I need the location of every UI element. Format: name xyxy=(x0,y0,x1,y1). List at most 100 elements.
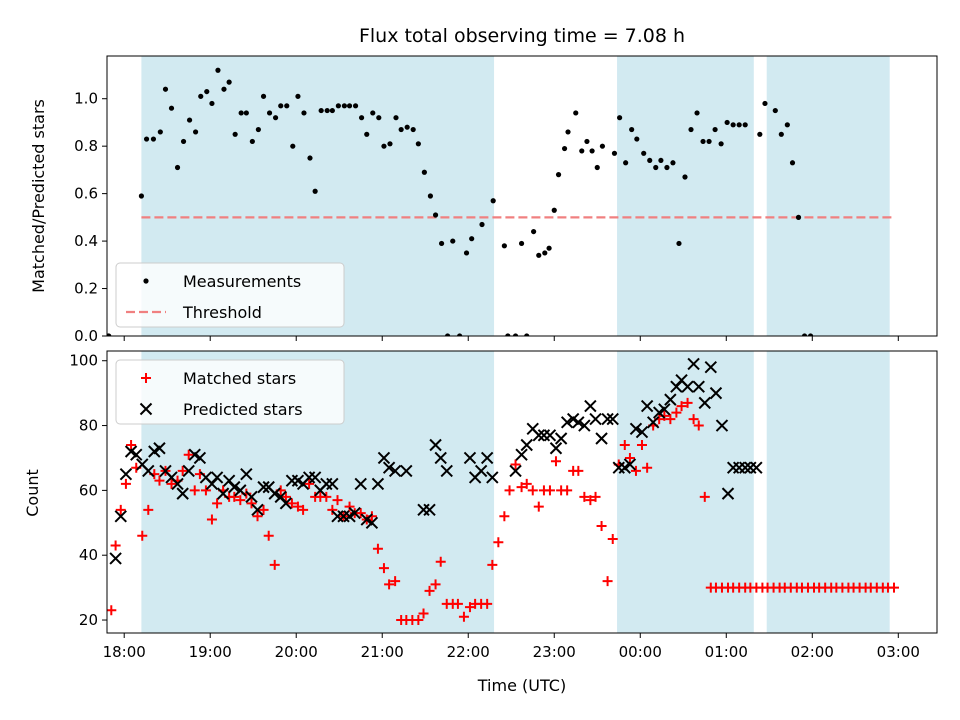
plot-frame xyxy=(106,350,938,634)
data-point xyxy=(266,110,273,116)
data-point xyxy=(404,124,410,130)
data-point xyxy=(457,333,463,336)
data-point xyxy=(279,497,293,510)
data-point xyxy=(647,157,653,164)
data-point xyxy=(371,477,385,491)
data-point xyxy=(795,214,802,220)
data-point xyxy=(423,503,436,517)
data-point xyxy=(664,164,670,171)
x-tick-label: 18:00 xyxy=(103,643,146,661)
data-point xyxy=(137,530,148,541)
data-point xyxy=(215,67,221,73)
x-tick-label: 22:00 xyxy=(447,643,490,661)
observing-interval-2 xyxy=(766,351,890,633)
x-tick-label: 23:00 xyxy=(533,643,576,661)
data-point xyxy=(119,467,133,481)
data-point xyxy=(304,478,315,489)
data-point xyxy=(509,464,522,478)
data-point xyxy=(623,458,637,471)
data-point xyxy=(555,172,562,178)
data-point xyxy=(284,103,290,109)
data-point xyxy=(370,110,376,116)
data-point xyxy=(258,504,269,515)
data-point xyxy=(595,432,608,445)
data-point xyxy=(327,504,338,515)
data-point xyxy=(742,122,748,128)
x-tick-label: 19:00 xyxy=(189,643,232,661)
data-point xyxy=(226,79,232,85)
legend-label: Threshold xyxy=(182,303,262,322)
y-tick-label: 0.8 xyxy=(74,137,98,155)
data-point xyxy=(415,141,421,147)
data-point xyxy=(736,122,742,128)
data-point xyxy=(521,478,532,489)
legend-marker xyxy=(143,278,149,284)
data-point xyxy=(579,148,585,154)
data-point xyxy=(321,491,332,502)
data-point xyxy=(589,148,595,154)
data-point xyxy=(617,115,623,121)
data-point xyxy=(629,126,635,133)
plot-frame xyxy=(106,55,938,337)
data-point xyxy=(298,504,309,515)
data-point xyxy=(212,498,223,509)
data-point xyxy=(249,138,255,145)
data-point xyxy=(536,252,542,258)
series-measurements xyxy=(107,67,814,336)
data-point xyxy=(154,475,165,486)
data-point xyxy=(107,605,117,616)
data-point xyxy=(585,495,596,506)
data-point xyxy=(474,464,488,478)
data-point xyxy=(290,143,296,149)
data-point xyxy=(515,448,528,461)
data-point xyxy=(670,160,676,166)
data-point xyxy=(424,585,435,596)
data-point xyxy=(599,143,606,149)
data-point xyxy=(186,117,193,123)
data-point xyxy=(789,160,796,166)
data-point xyxy=(153,442,166,455)
data-point xyxy=(527,485,538,496)
data-point xyxy=(427,193,433,199)
data-point xyxy=(384,579,395,590)
observing-interval-2 xyxy=(766,56,890,336)
data-point xyxy=(715,419,729,432)
data-point xyxy=(142,464,155,478)
data-point xyxy=(634,136,640,142)
data-point xyxy=(365,516,379,530)
y-axis-label-count: Count xyxy=(23,469,42,517)
data-point xyxy=(400,464,413,478)
data-point xyxy=(216,487,230,500)
data-point xyxy=(301,110,307,116)
data-point xyxy=(171,477,184,491)
data-point xyxy=(594,164,600,171)
data-point xyxy=(232,131,238,137)
data-point xyxy=(694,110,700,116)
data-point xyxy=(665,414,676,425)
data-point xyxy=(378,563,389,574)
y-tick-label: 0.0 xyxy=(74,327,98,345)
data-point xyxy=(572,416,585,429)
data-point xyxy=(450,238,456,244)
data-point xyxy=(255,126,261,133)
y-tick-label: 0.6 xyxy=(74,185,98,203)
y-tick-label: 0.4 xyxy=(74,232,98,250)
data-point xyxy=(168,105,175,111)
data-point xyxy=(676,401,687,412)
data-point xyxy=(543,429,557,442)
data-point xyxy=(381,143,387,149)
data-point xyxy=(692,380,705,393)
series-predicted-stars xyxy=(109,357,763,565)
y-tick-label: 20 xyxy=(79,611,98,629)
data-point xyxy=(630,465,641,476)
data-point xyxy=(762,100,768,107)
data-point xyxy=(463,250,470,256)
data-point xyxy=(659,410,670,421)
data-point xyxy=(221,86,227,92)
data-point xyxy=(504,485,515,496)
data-point xyxy=(533,501,544,512)
data-point xyxy=(272,115,279,121)
data-point xyxy=(757,131,763,137)
data-point xyxy=(200,485,211,496)
data-point xyxy=(192,129,199,135)
